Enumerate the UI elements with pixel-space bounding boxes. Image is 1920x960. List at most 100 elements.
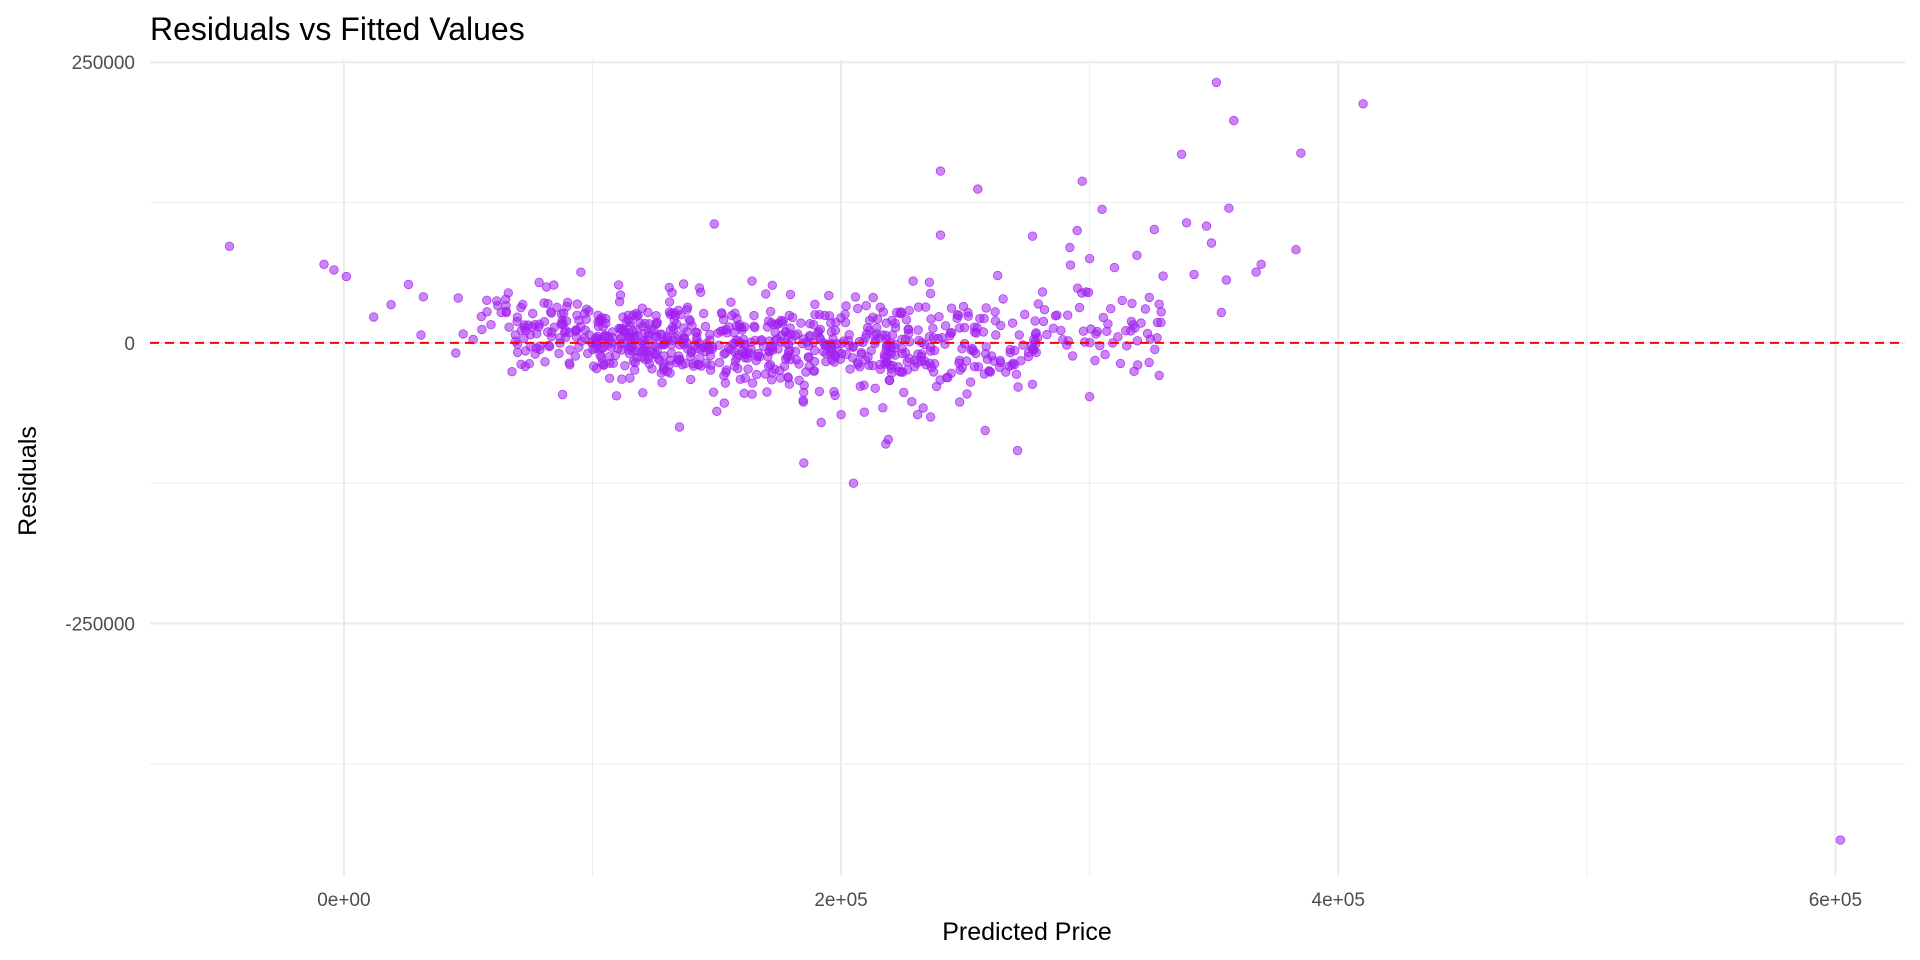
data-point: [1140, 304, 1151, 314]
data-point: [878, 403, 888, 413]
data-point: [875, 302, 886, 312]
data-point: [1072, 283, 1083, 293]
data-point: [1058, 335, 1068, 345]
data-point: [451, 348, 461, 358]
data-point: [1100, 349, 1110, 360]
data-point: [861, 301, 871, 311]
data-point: [981, 342, 991, 352]
data-point: [804, 361, 815, 371]
data-point: [1154, 299, 1164, 309]
data-point: [924, 277, 935, 288]
data-point: [595, 350, 605, 360]
data-point: [1154, 370, 1164, 381]
data-point: [1013, 382, 1023, 392]
chart-title: Residuals vs Fitted Values: [150, 11, 525, 47]
data-point: [1201, 221, 1212, 231]
data-point: [649, 325, 659, 336]
data-point: [925, 412, 936, 422]
data-point: [836, 348, 847, 359]
data-point: [652, 317, 662, 327]
data-point: [845, 364, 855, 374]
data-point: [785, 323, 795, 333]
data-point: [1121, 326, 1131, 336]
data-point: [1065, 242, 1075, 253]
data-point: [706, 360, 716, 370]
data-point: [735, 374, 746, 385]
data-point: [1067, 351, 1078, 361]
data-point: [853, 359, 863, 369]
data-point: [859, 380, 869, 390]
data-point: [880, 359, 890, 369]
data-point: [1084, 392, 1095, 402]
data-point: [599, 332, 610, 342]
points-layer: [224, 77, 1846, 845]
data-point: [666, 348, 677, 358]
x-tick-label: 6e+05: [1809, 890, 1862, 911]
data-point: [946, 303, 957, 313]
data-point: [1027, 344, 1038, 354]
data-point: [516, 325, 527, 335]
data-point: [224, 241, 235, 252]
data-point: [1037, 287, 1048, 297]
data-point: [625, 373, 635, 383]
data-point: [669, 308, 680, 318]
data-point: [805, 332, 815, 342]
data-point: [572, 299, 583, 309]
data-point: [1019, 309, 1030, 320]
data-point: [319, 259, 329, 270]
data-point: [963, 307, 973, 318]
data-point: [1072, 225, 1082, 236]
data-point: [1007, 318, 1018, 328]
data-point: [574, 342, 584, 352]
data-point: [990, 307, 1000, 317]
data-point: [674, 422, 685, 432]
data-point: [913, 325, 923, 335]
data-point: [705, 329, 715, 340]
data-point: [541, 282, 552, 292]
data-point: [975, 313, 985, 324]
data-point: [772, 334, 782, 344]
data-point: [1011, 369, 1022, 380]
data-point: [903, 324, 914, 334]
data-point: [564, 327, 575, 338]
data-point: [929, 345, 940, 356]
data-point: [753, 348, 764, 359]
data-point: [598, 360, 609, 371]
data-point: [482, 307, 492, 317]
data-point: [848, 478, 859, 488]
data-point: [534, 277, 544, 288]
data-point: [611, 391, 622, 401]
data-point: [733, 363, 743, 374]
data-point: [512, 312, 523, 322]
data-point: [565, 360, 575, 370]
data-point: [716, 326, 726, 336]
data-point: [630, 365, 640, 375]
data-point: [620, 327, 631, 337]
data-point: [699, 308, 709, 319]
y-tick-label: 250000: [72, 53, 135, 74]
data-point: [965, 377, 976, 387]
data-point: [501, 294, 511, 304]
data-point: [570, 351, 581, 361]
data-point: [682, 305, 692, 315]
data-point: [708, 387, 719, 397]
data-point: [1050, 311, 1061, 321]
data-point: [921, 360, 931, 370]
data-point: [1030, 316, 1040, 326]
data-point: [826, 327, 837, 337]
data-point: [890, 339, 900, 350]
data-point: [954, 355, 965, 366]
data-point: [937, 333, 947, 343]
data-point: [1027, 231, 1038, 241]
data-point: [1077, 176, 1087, 186]
data-point: [991, 330, 1001, 340]
data-point: [1090, 355, 1100, 366]
data-point: [913, 302, 924, 312]
data-point: [746, 344, 756, 355]
data-point: [416, 330, 426, 340]
data-point: [614, 297, 625, 307]
data-point: [1012, 445, 1023, 456]
data-point: [824, 290, 834, 301]
data-point: [1062, 310, 1073, 320]
